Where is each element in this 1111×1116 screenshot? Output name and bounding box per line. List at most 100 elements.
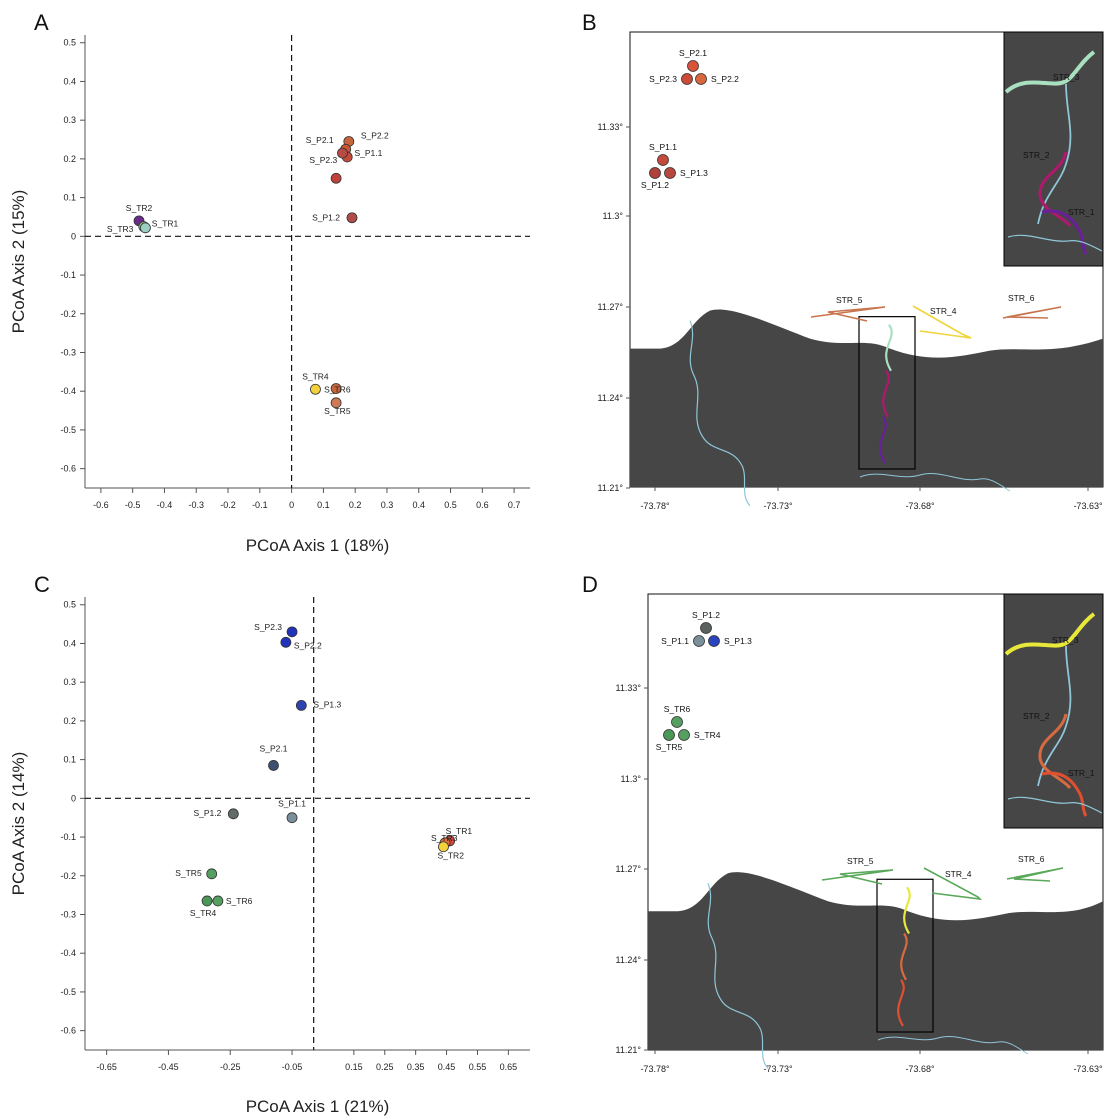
site-marker: [671, 716, 683, 728]
transect-label: STR_4: [930, 306, 957, 316]
data-point: [227, 808, 239, 820]
point-label: S_P2.3: [254, 622, 282, 632]
point-label: S_P2.3: [309, 155, 337, 165]
map-x-tick-label: -73.68°: [905, 501, 935, 511]
river-line: [859, 473, 1011, 492]
point-label: S_P2.2: [361, 130, 389, 140]
map-y-tick-label: 11.21°: [598, 483, 624, 493]
inset-stream-segment: [1037, 645, 1072, 787]
site-marker: [708, 635, 720, 647]
x-tick-label: -0.5: [125, 500, 141, 510]
x-tick-label: -0.2: [220, 500, 236, 510]
y-tick-label: -0.6: [60, 1026, 76, 1036]
y-tick-label: -0.5: [60, 987, 76, 997]
site-label: S_P2.1: [679, 48, 707, 58]
map-y-tick-label: 11.24°: [598, 393, 624, 403]
stream-segment: [903, 886, 911, 935]
y-tick-label: 0.4: [63, 638, 76, 648]
site-marker: [649, 167, 661, 179]
y-tick-label: -0.5: [60, 425, 76, 435]
x-tick-label: 0.65: [500, 1062, 518, 1072]
map-y-tick-label: 11.33°: [598, 122, 624, 132]
map-x-tick-label: -73.73°: [763, 501, 793, 511]
map-x-tick-label: -73.63°: [1073, 1064, 1103, 1074]
point-label: S_P1.1: [278, 799, 306, 809]
pcoa-plot-c: 0.5 0.4 0.3 0.2 0.1 0 -0.1 -0.2 -0.3 -0.4 -0.5 -0.6…: [9, 597, 530, 1116]
inset-stream-segment: [1041, 209, 1088, 255]
transect-stream: [1006, 867, 1064, 882]
inset-stream-label: STR_2: [1023, 150, 1050, 160]
inset-stream-label: STR_2: [1023, 711, 1050, 721]
y-tick-label: -0.3: [60, 909, 76, 919]
transect-label: STR_5: [847, 856, 874, 866]
point-label: S_P1.3: [313, 699, 341, 709]
transect-stream: [810, 306, 886, 322]
transect-label: STR_6: [1018, 854, 1045, 864]
x-tick-label: -0.65: [96, 1062, 117, 1072]
site-label: S_P1.1: [661, 636, 689, 646]
x-tick-label: 0.7: [508, 500, 521, 510]
stream-segment: [882, 370, 890, 418]
site-marker: [664, 167, 676, 179]
stream-segment: [879, 416, 887, 464]
inset-stream-segment: [1038, 151, 1072, 228]
data-point: [330, 172, 342, 184]
x-tick-label: 0.1: [317, 500, 330, 510]
x-tick-label: -0.45: [158, 1062, 179, 1072]
point-label: S_TR4: [190, 908, 217, 918]
inset-stream-segment: [1004, 50, 1096, 94]
y-tick-label: 0.1: [63, 755, 76, 765]
stream-segment: [900, 932, 908, 981]
data-point: [280, 636, 292, 648]
x-tick-label: 0.6: [476, 500, 489, 510]
data-point: [286, 626, 298, 638]
transect-stream: [912, 305, 972, 339]
x-tick-label: -0.4: [157, 500, 173, 510]
map-x-tick-label: -73.78°: [640, 501, 670, 511]
data-point: [295, 700, 307, 711]
y-tick-label: 0.5: [63, 600, 76, 610]
map-y-tick-label: 11.33°: [616, 683, 642, 693]
site-label: S_P2.3: [649, 74, 677, 84]
site-label: S_P2.2: [711, 74, 739, 84]
map-x-tick-label: -73.63°: [1073, 501, 1103, 511]
y-axis-title: PCoA Axis 2 (15%): [9, 190, 28, 334]
y-tick-label: -0.1: [60, 832, 76, 842]
y-tick-label: 0: [71, 231, 76, 241]
map-panel-b: 11.33° 11.3° 11.27° 11.24° 11.21° -73.78° -73.…: [598, 31, 1104, 511]
y-tick-label: -0.4: [60, 948, 76, 958]
transect-stream: [923, 867, 983, 901]
stream-segment: [885, 324, 893, 372]
data-point: [212, 895, 224, 907]
x-tick-label: -0.1: [252, 500, 268, 510]
data-point: [346, 212, 358, 224]
data-point: [201, 895, 213, 907]
transect-stream: [1002, 306, 1062, 319]
study-area-box: [876, 878, 934, 1033]
site-marker: [695, 73, 707, 85]
point-label: S_P2.1: [260, 743, 288, 753]
data-point: [206, 868, 218, 880]
point-label: S_TR3: [431, 833, 458, 843]
y-tick-label: 0.5: [63, 38, 76, 48]
y-tick-label: -0.6: [60, 464, 76, 474]
x-tick-label: 0.35: [407, 1062, 425, 1072]
y-tick-label: -0.2: [60, 871, 76, 881]
map-x-tick-label: -73.73°: [763, 1064, 793, 1074]
landmass: [648, 872, 1103, 1050]
x-tick-label: 0.4: [412, 500, 425, 510]
data-point: [330, 383, 342, 394]
y-tick-label: 0.4: [63, 76, 76, 86]
point-label: S_P1.1: [354, 148, 382, 158]
x-tick-label: 0.2: [349, 500, 362, 510]
y-tick-label: 0: [71, 793, 76, 803]
transect-label: STR_5: [836, 295, 863, 305]
point-label: S_P1.2: [312, 213, 340, 223]
map-y-tick-label: 11.3°: [603, 211, 624, 221]
x-tick-label: -0.3: [188, 500, 204, 510]
site-marker: [657, 154, 669, 166]
point-label: S_TR4: [302, 371, 329, 381]
data-point: [330, 397, 342, 409]
point-label: S_TR5: [175, 868, 202, 878]
